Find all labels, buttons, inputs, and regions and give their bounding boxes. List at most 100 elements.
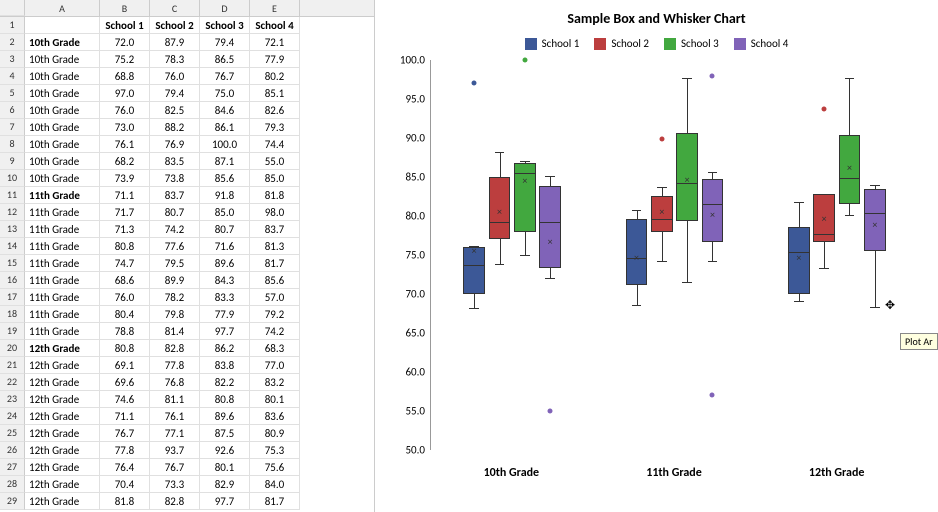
cell[interactable]: 77.1	[150, 425, 200, 442]
cell[interactable]: 79.4	[150, 85, 200, 102]
cell[interactable]: 76.0	[100, 289, 150, 306]
cell[interactable]: 73.3	[150, 476, 200, 493]
cell[interactable]: 89.9	[150, 272, 200, 289]
cell[interactable]: 80.8	[100, 340, 150, 357]
cell[interactable]: 83.6	[250, 408, 300, 425]
cell[interactable]: 74.2	[150, 221, 200, 238]
row-header[interactable]: 10	[0, 170, 25, 187]
row-header[interactable]: 22	[0, 374, 25, 391]
cell[interactable]: 10th Grade	[25, 34, 100, 51]
cell[interactable]: 11th Grade	[25, 255, 100, 272]
cell[interactable]: 78.2	[150, 289, 200, 306]
row-header[interactable]: 14	[0, 238, 25, 255]
cell[interactable]: 84.3	[200, 272, 250, 289]
row-header[interactable]: 15	[0, 255, 25, 272]
cell[interactable]: 83.7	[150, 187, 200, 204]
cell[interactable]: 71.3	[100, 221, 150, 238]
box[interactable]: ×	[813, 194, 835, 242]
cell[interactable]: 12th Grade	[25, 459, 100, 476]
cell[interactable]: 71.1	[100, 187, 150, 204]
cell[interactable]: 88.2	[150, 119, 200, 136]
row-header[interactable]: 26	[0, 442, 25, 459]
row-header[interactable]: 5	[0, 85, 25, 102]
row-header[interactable]: 28	[0, 476, 25, 493]
cell[interactable]: 10th Grade	[25, 51, 100, 68]
cell[interactable]: 75.0	[200, 85, 250, 102]
cell[interactable]: 73.9	[100, 170, 150, 187]
cell[interactable]: 82.8	[150, 493, 200, 510]
cell[interactable]: 10th Grade	[25, 85, 100, 102]
col-header-C[interactable]: C	[150, 0, 200, 16]
cell[interactable]: 12th Grade	[25, 425, 100, 442]
row-header[interactable]: 29	[0, 493, 25, 510]
cell[interactable]: 87.9	[150, 34, 200, 51]
box[interactable]: ×	[839, 135, 861, 204]
cell[interactable]: 81.8	[250, 187, 300, 204]
cell[interactable]: 79.4	[200, 34, 250, 51]
row-header[interactable]: 16	[0, 272, 25, 289]
row-header[interactable]: 1	[0, 17, 25, 34]
cell[interactable]: 69.1	[100, 357, 150, 374]
cell[interactable]: 86.5	[200, 51, 250, 68]
row-header[interactable]: 6	[0, 102, 25, 119]
cell[interactable]: 55.0	[250, 153, 300, 170]
cell[interactable]: 12th Grade	[25, 408, 100, 425]
cell[interactable]: 98.0	[250, 204, 300, 221]
cell[interactable]: 12th Grade	[25, 493, 100, 510]
col-header-E[interactable]: E	[250, 0, 300, 16]
cell[interactable]: 76.0	[150, 68, 200, 85]
cell[interactable]: 80.8	[200, 391, 250, 408]
box[interactable]: ×	[489, 177, 511, 239]
cell[interactable]: School 1	[100, 17, 150, 34]
row-header[interactable]: 8	[0, 136, 25, 153]
cell[interactable]: 74.7	[100, 255, 150, 272]
cell[interactable]: 71.1	[100, 408, 150, 425]
cell[interactable]: 57.0	[250, 289, 300, 306]
cell[interactable]: 68.3	[250, 340, 300, 357]
cell[interactable]: 71.6	[200, 238, 250, 255]
cell[interactable]: 80.9	[250, 425, 300, 442]
cell[interactable]: 10th Grade	[25, 153, 100, 170]
cell[interactable]: 82.9	[200, 476, 250, 493]
box[interactable]: ×	[651, 196, 673, 233]
cell[interactable]: 82.2	[200, 374, 250, 391]
cell[interactable]: 79.2	[250, 306, 300, 323]
cell[interactable]: 80.7	[150, 204, 200, 221]
cell[interactable]: 85.0	[250, 170, 300, 187]
cell[interactable]: 11th Grade	[25, 306, 100, 323]
row-header[interactable]: 19	[0, 323, 25, 340]
cell[interactable]: 83.3	[200, 289, 250, 306]
cell[interactable]: 76.4	[100, 459, 150, 476]
cell[interactable]: 97.0	[100, 85, 150, 102]
cell[interactable]: 77.0	[250, 357, 300, 374]
cell[interactable]: 75.3	[250, 442, 300, 459]
cell[interactable]: 76.7	[150, 459, 200, 476]
cell[interactable]: 85.6	[200, 170, 250, 187]
cell[interactable]: 73.0	[100, 119, 150, 136]
cell[interactable]: 82.8	[150, 340, 200, 357]
row-header[interactable]: 18	[0, 306, 25, 323]
cell[interactable]	[25, 17, 100, 34]
cell[interactable]: 10th Grade	[25, 119, 100, 136]
row-header[interactable]: 20	[0, 340, 25, 357]
cell[interactable]: 87.1	[200, 153, 250, 170]
cell[interactable]: 89.6	[200, 408, 250, 425]
row-header[interactable]: 7	[0, 119, 25, 136]
cell[interactable]: 10th Grade	[25, 136, 100, 153]
cell[interactable]: 100.0	[200, 136, 250, 153]
cell[interactable]: 12th Grade	[25, 374, 100, 391]
cell[interactable]: 79.3	[250, 119, 300, 136]
cell[interactable]: 80.1	[200, 459, 250, 476]
cell[interactable]: 12th Grade	[25, 357, 100, 374]
cell[interactable]: 86.1	[200, 119, 250, 136]
box[interactable]: ×	[864, 189, 886, 251]
cell[interactable]: 70.4	[100, 476, 150, 493]
col-header-D[interactable]: D	[200, 0, 250, 16]
cell[interactable]: 72.1	[250, 34, 300, 51]
cell[interactable]: 76.7	[200, 68, 250, 85]
cell[interactable]: 83.8	[200, 357, 250, 374]
cell[interactable]: 12th Grade	[25, 476, 100, 493]
cell[interactable]: 74.2	[250, 323, 300, 340]
cell[interactable]: 85.6	[250, 272, 300, 289]
cell[interactable]: 87.5	[200, 425, 250, 442]
